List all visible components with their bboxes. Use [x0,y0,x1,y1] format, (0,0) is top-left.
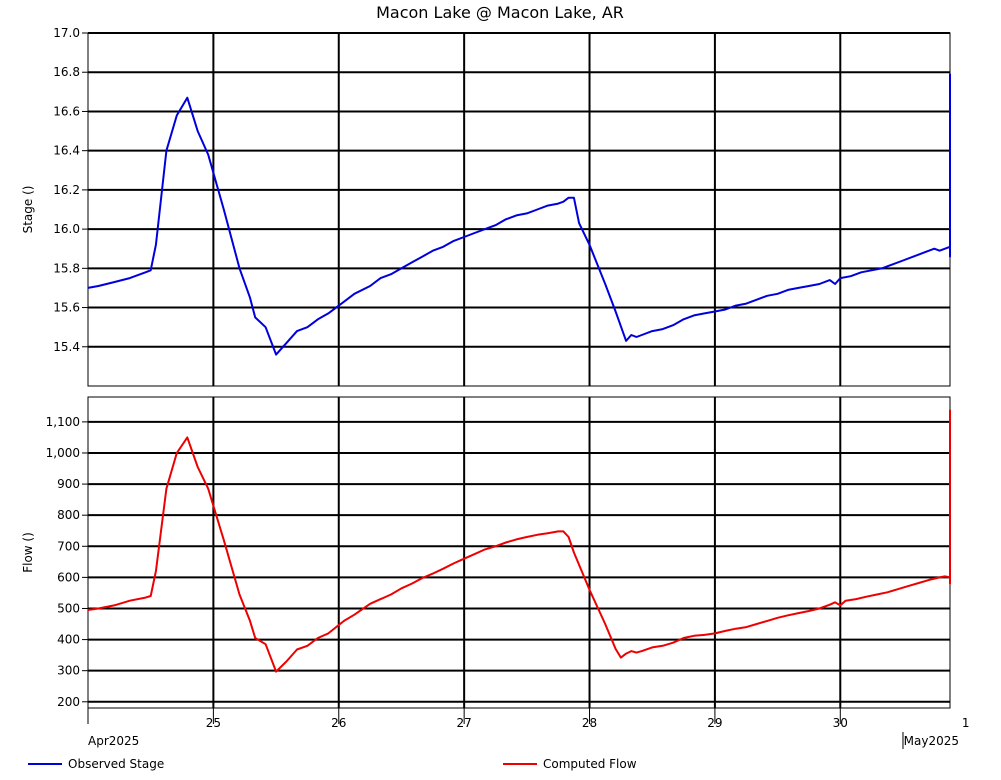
x-day-label-2: 27 [457,716,472,730]
stage-ytick-label-6: 16.6 [53,104,80,118]
stage-ytick-label-2: 15.8 [53,261,80,275]
x-axis: 25 26 27 28 29 30 1 Apr2025 May2025 [87,708,970,749]
x-day-label-6: 1 [962,716,970,730]
x-day-label-3: 28 [582,716,597,730]
x-day-label-1: 26 [331,716,346,730]
flow-ytick-label-9: 1,100 [46,415,80,429]
stage-ytick-label-8: 17.0 [53,26,80,40]
flow-ytick-label-0: 200 [57,695,80,709]
legend: Observed Stage Computed Flow [28,757,637,771]
flow-ytick-label-7: 900 [57,477,80,491]
stage-ytick-label-0: 15.4 [53,340,80,354]
flow-plot-area [87,396,951,709]
chart-title: Macon Lake @ Macon Lake, AR [376,3,624,22]
x-month-label-1: May2025 [904,734,959,748]
flow-panel: 200 300 400 500 600 700 800 900 1,000 1,100 Flow (… [21,396,951,709]
x-day-label-4: 29 [707,716,722,730]
stage-ytick-label-1: 15.6 [53,301,80,315]
stage-ytick-label-7: 16.8 [53,65,80,79]
stage-panel: 15.4 15.6 15.8 16.0 16.2 16.4 16.6 16.8 17.0 Stag… [21,26,951,387]
flow-series-line-0 [87,409,951,673]
flow-ytick-label-3: 500 [57,601,80,615]
x-day-label-5: 30 [833,716,848,730]
flow-ytick-label-6: 800 [57,508,80,522]
stage-series-line-0 [87,73,951,356]
legend-label-stage: Observed Stage [68,757,164,771]
stage-plot-area [87,32,951,387]
legend-label-flow: Computed Flow [543,757,637,771]
flow-ytick-label-8: 1,000 [46,446,80,460]
flow-ytick-label-4: 600 [57,570,80,584]
stage-ytick-label-5: 16.4 [53,144,80,158]
flow-ytick-label-1: 300 [57,664,80,678]
flow-axis-label: Flow () [21,532,35,573]
stage-ytick-label-3: 16.0 [53,222,80,236]
stage-axis-label: Stage () [21,186,35,234]
flow-ytick-label-5: 700 [57,539,80,553]
x-month-label-0: Apr2025 [88,734,139,748]
stage-ytick-label-4: 16.2 [53,183,80,197]
x-day-label-0: 25 [206,716,221,730]
flow-ytick-label-2: 400 [57,633,80,647]
